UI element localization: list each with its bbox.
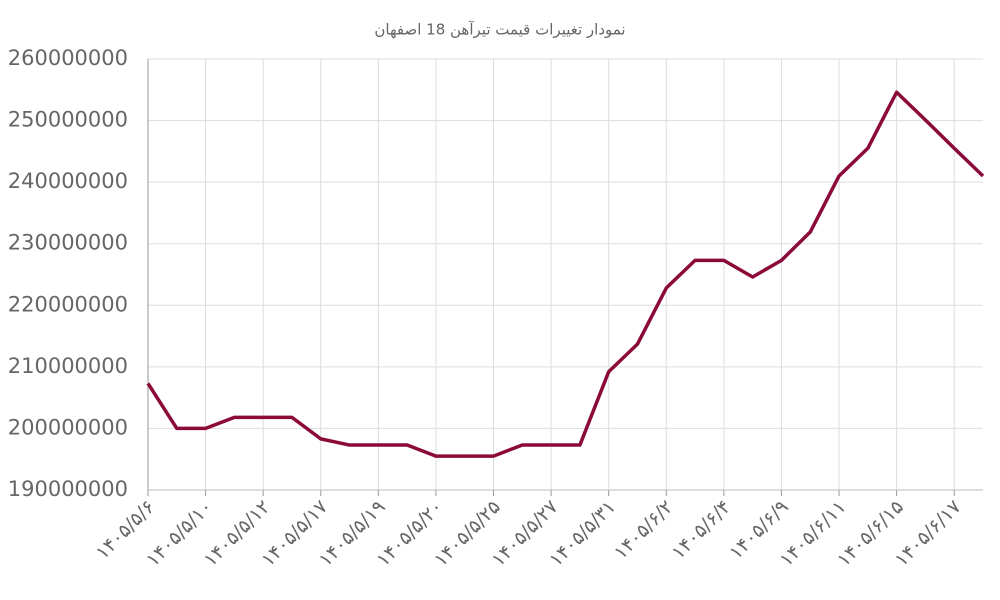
y-tick-label: 210000000 bbox=[8, 354, 128, 378]
x-tick-label: ۱۴۰۵/۶/۴ bbox=[667, 496, 735, 564]
y-tick-label: 190000000 bbox=[8, 477, 128, 501]
chart-title: نمودار تغییرات قیمت تیرآهن 18 اصفهان bbox=[374, 21, 625, 39]
y-tick-label: 260000000 bbox=[8, 46, 128, 70]
x-tick-label: ۱۴۰۵/۶/۲ bbox=[610, 496, 678, 564]
y-tick-label: 230000000 bbox=[8, 231, 128, 255]
y-tick-label: 240000000 bbox=[8, 169, 128, 193]
line bbox=[146, 90, 985, 458]
y-tick-label: 250000000 bbox=[8, 108, 128, 132]
y-tick-label: 200000000 bbox=[8, 415, 128, 439]
y-tick-label: 220000000 bbox=[8, 292, 128, 316]
